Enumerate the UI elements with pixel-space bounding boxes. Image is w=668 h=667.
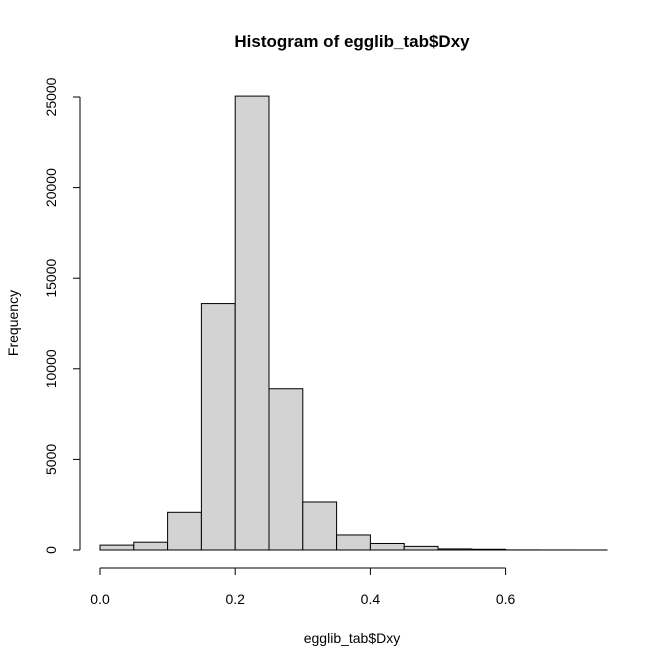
- histogram-bar-0: [99, 544, 135, 551]
- histogram-bar-4: [234, 95, 270, 551]
- chart-title: Histogram of egglib_tab$Dxy: [234, 32, 470, 51]
- histogram-bar-10: [437, 548, 473, 551]
- histogram-bar-11: [471, 548, 507, 551]
- x-tick-label-0: 0.0: [90, 591, 110, 607]
- y-axis: 0 5000 10000 15000 20000 25000: [43, 77, 81, 554]
- histogram-bar-5: [268, 388, 304, 551]
- y-tick-label-1: 5000: [43, 444, 59, 475]
- histogram-bar-1: [133, 541, 169, 551]
- y-tick-label-5: 25000: [43, 77, 59, 116]
- histogram-bar-8: [369, 542, 405, 551]
- y-tick-label-4: 20000: [43, 168, 59, 207]
- x-axis: 0.0 0.2 0.4 0.6: [90, 567, 516, 607]
- x-tick-label-3: 0.6: [496, 591, 516, 607]
- histogram-bar-2: [167, 511, 202, 551]
- x-axis-label: egglib_tab$Dxy: [304, 630, 401, 646]
- x-tick-label-1: 0.2: [225, 591, 245, 607]
- x-tick-label-2: 0.4: [361, 591, 381, 607]
- histogram-bar-6: [302, 501, 338, 551]
- bars-group: [99, 95, 608, 551]
- y-axis-label: Frequency: [5, 290, 21, 356]
- y-tick-label-3: 15000: [43, 259, 59, 298]
- y-tick-label-0: 0: [43, 546, 59, 554]
- histogram-bar-9: [403, 545, 439, 551]
- histogram-bar-3: [200, 303, 236, 551]
- y-tick-label-2: 10000: [43, 349, 59, 388]
- histogram-bar-7: [336, 534, 371, 551]
